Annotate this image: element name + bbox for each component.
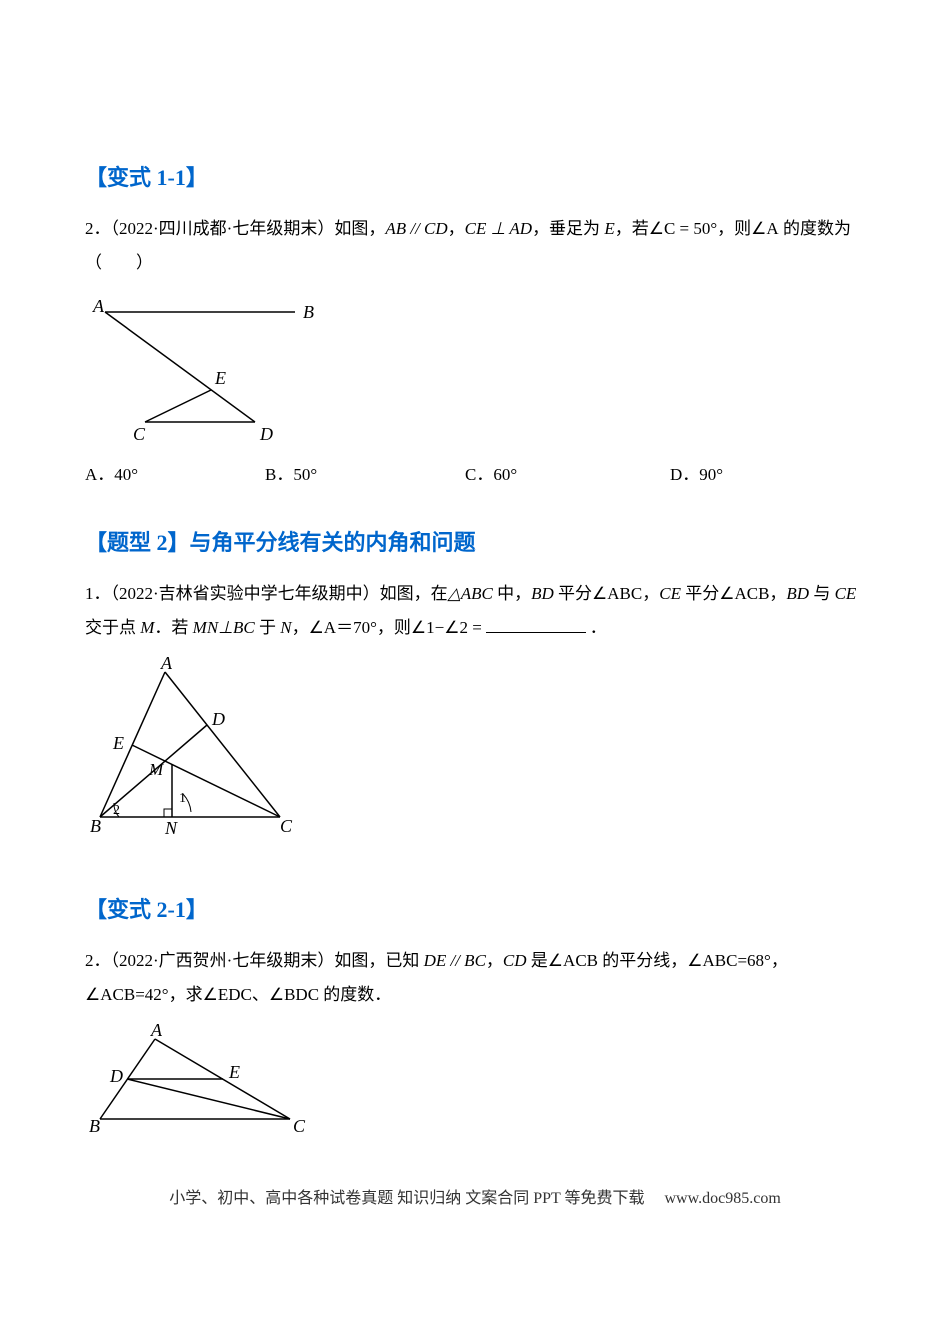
math-angACB3: ∠ACB: [85, 985, 135, 1004]
math-CE: CE: [659, 584, 681, 603]
math-angABC2: ∠ABC: [687, 951, 737, 970]
label-A: A: [92, 296, 105, 316]
math-EDC: ∠EDC: [203, 985, 252, 1004]
math-tri: △ABC: [448, 584, 493, 603]
math-ab-cd: AB // CD: [385, 219, 447, 238]
t: ，: [292, 618, 309, 637]
math-N: N: [280, 618, 291, 637]
t: ，若: [615, 219, 649, 238]
t: ．若: [154, 618, 192, 637]
q-num: 2．: [85, 219, 111, 238]
label-M: M: [148, 760, 164, 779]
t: 与: [809, 584, 835, 603]
t: 的平分线，: [598, 951, 687, 970]
question-2: 1．（2022·吉林省实验中学七年级期中）如图，在△ABC 中，BD 平分∠AB…: [85, 577, 865, 645]
t: ，: [486, 951, 503, 970]
question-1-1: 2．（2022·四川成都·七年级期末）如图，AB // CD，CE ⊥ AD，垂…: [85, 212, 865, 280]
label-ang2: 2: [113, 803, 120, 818]
math-BD2: BD: [786, 584, 809, 603]
label-C: C: [293, 1116, 306, 1134]
t: 的度数．: [319, 985, 391, 1004]
figure-2-1: A B C D E: [85, 1024, 865, 1134]
option-A: A．40°: [85, 460, 265, 485]
t: =68°，: [737, 951, 787, 970]
math-angABC: ∠ABC: [592, 584, 642, 603]
math-A70: ∠A＝70°: [309, 618, 377, 637]
figure-2: A B C D E M N 1 2: [85, 657, 865, 837]
t: ，: [769, 584, 786, 603]
option-B: B．50°: [265, 460, 465, 485]
t: 于: [255, 618, 281, 637]
label-E: E: [214, 368, 226, 388]
math-DEBC: DE // BC: [424, 951, 486, 970]
section-1-title: 【变式 1-1】: [85, 160, 865, 192]
q-num: 2．: [85, 951, 111, 970]
t: ．: [590, 618, 607, 637]
math-MNBC: MN⊥BC: [193, 618, 255, 637]
option-D: D．90°: [670, 460, 723, 485]
math-ce-ad: CE ⊥ AD: [465, 219, 532, 238]
label-D: D: [211, 709, 225, 729]
math-angACB: ∠ACB: [719, 584, 769, 603]
t: 平分: [554, 584, 592, 603]
label-A: A: [150, 1024, 163, 1040]
math-CD: CD: [503, 951, 527, 970]
q-src: （2022·吉林省实验中学七年级期中）如图，在: [111, 584, 448, 603]
page-footer: 小学、初中、高中各种试卷真题 知识归纳 文案合同 PPT 等免费下载 www.d…: [85, 1184, 865, 1208]
label-A: A: [160, 657, 173, 673]
label-D: D: [109, 1066, 123, 1086]
q-src: （2022·广西贺州·七年级期末）如图，已知: [111, 951, 424, 970]
t: ，则: [377, 618, 411, 637]
figure-1-1: A B C D E: [85, 292, 865, 452]
paren: （ ）: [85, 253, 153, 272]
math-BDC: ∠BDC: [269, 985, 319, 1004]
math-M: M: [140, 618, 154, 637]
math-CE2: CE: [835, 584, 857, 603]
label-B: B: [89, 1116, 100, 1134]
math-E: E: [604, 219, 614, 238]
math-angACB2: ∠ACB: [548, 951, 598, 970]
question-2-1: 2．（2022·广西贺州·七年级期末）如图，已知 DE // BC，CD 是∠A…: [85, 944, 865, 1012]
q-num: 1．: [85, 584, 111, 603]
t: =42°，求: [135, 985, 202, 1004]
label-N: N: [164, 818, 178, 837]
options-row: A．40° B．50° C．60° D．90°: [85, 460, 865, 485]
t: 平分: [681, 584, 719, 603]
section-2-title: 【题型 2】与角平分线有关的内角和问题: [85, 525, 865, 557]
label-ang1: 1: [179, 791, 186, 806]
label-B: B: [303, 302, 314, 322]
blank-fill: [486, 616, 586, 633]
label-B: B: [90, 816, 101, 836]
t: 的度数为: [779, 219, 851, 238]
t: ，则: [717, 219, 751, 238]
math-BD: BD: [531, 584, 554, 603]
option-C: C．60°: [465, 460, 670, 485]
section-3-title: 【变式 2-1】: [85, 892, 865, 924]
label-E: E: [228, 1062, 240, 1082]
t: ，垂足为: [532, 219, 604, 238]
math-a12: ∠1−∠2 =: [411, 618, 482, 637]
label-C: C: [133, 424, 146, 444]
math-angC: ∠C = 50°: [649, 219, 717, 238]
t: 、: [252, 985, 269, 1004]
t: 中，: [493, 584, 531, 603]
label-E: E: [112, 733, 124, 753]
label-C: C: [280, 816, 293, 836]
t: 是: [527, 951, 548, 970]
math-angA: ∠A: [751, 219, 779, 238]
q-src: （2022·四川成都·七年级期末）如图，: [111, 219, 386, 238]
t: ，: [642, 584, 659, 603]
t: 交于点: [85, 618, 140, 637]
t: ，: [448, 219, 465, 238]
label-D: D: [259, 424, 273, 444]
